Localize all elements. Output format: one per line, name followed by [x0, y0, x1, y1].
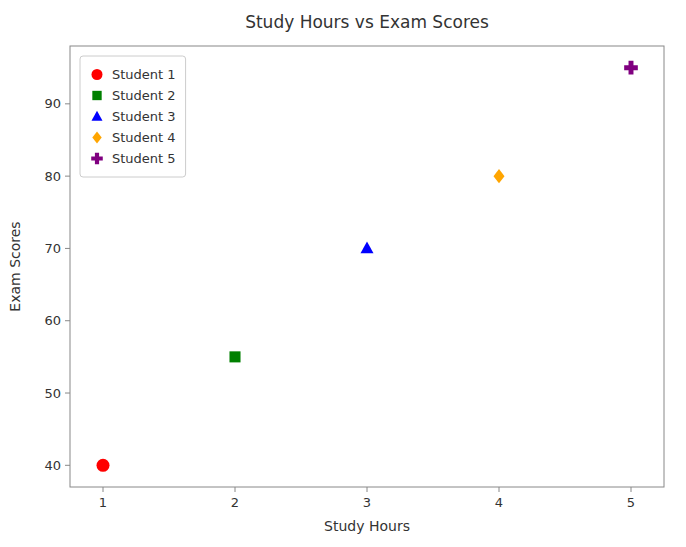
title: Study Hours vs Exam Scores [245, 12, 489, 32]
x-axis-label: Study Hours [324, 518, 410, 534]
x-tick [499, 487, 500, 492]
legend-label: Student 1 [112, 67, 176, 82]
y-tick-label: 70 [44, 241, 61, 256]
y-tick-label: 90 [44, 96, 61, 111]
x-tick-label: 3 [363, 495, 371, 510]
x-tick-label: 4 [495, 495, 503, 510]
y-tick [65, 248, 70, 249]
legend-box [80, 56, 186, 177]
x-tick [367, 487, 368, 492]
x-tick [235, 487, 236, 492]
legend-swatch [92, 91, 101, 100]
y-tick-label: 40 [44, 458, 61, 473]
y-tick [65, 393, 70, 394]
legend-label: Student 5 [112, 151, 176, 166]
legend-swatch [92, 131, 101, 143]
plot-frame [70, 46, 664, 487]
legend-swatch [92, 111, 103, 121]
y-tick [65, 176, 70, 177]
scatter-point [97, 459, 110, 472]
chart: 1 2 3 4 5 40 50 60 70 80 90 Study Hours vs Exam Sco… [0, 0, 686, 547]
y-tick [65, 103, 70, 104]
x-tick [103, 487, 104, 492]
y-tick-label: 80 [44, 169, 61, 184]
x-tick-label: 1 [99, 495, 107, 510]
x-tick-label: 5 [627, 495, 635, 510]
y-tick-label: 50 [44, 386, 61, 401]
scatter-point [493, 169, 504, 183]
y-tick [65, 465, 70, 466]
legend: Student 1 Student 2 Student 3 Student 4 Stud… [80, 56, 186, 177]
scatter-point [229, 351, 240, 362]
plot-background [70, 46, 664, 487]
legend-swatch [92, 69, 103, 80]
y-tick-label: 60 [44, 313, 61, 328]
legend-swatch [91, 153, 103, 165]
y-tick [65, 320, 70, 321]
legend-label: Student 4 [112, 130, 176, 145]
x-tick-label: 2 [231, 495, 239, 510]
scatter-point [361, 242, 374, 254]
y-axis-label: Exam Scores [7, 221, 23, 311]
x-tick [631, 487, 632, 492]
legend-label: Student 2 [112, 88, 176, 103]
scatter-point [624, 61, 638, 75]
legend-label: Student 3 [112, 109, 176, 124]
